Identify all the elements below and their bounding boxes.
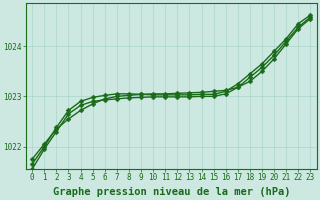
X-axis label: Graphe pression niveau de la mer (hPa): Graphe pression niveau de la mer (hPa) (52, 186, 290, 197)
